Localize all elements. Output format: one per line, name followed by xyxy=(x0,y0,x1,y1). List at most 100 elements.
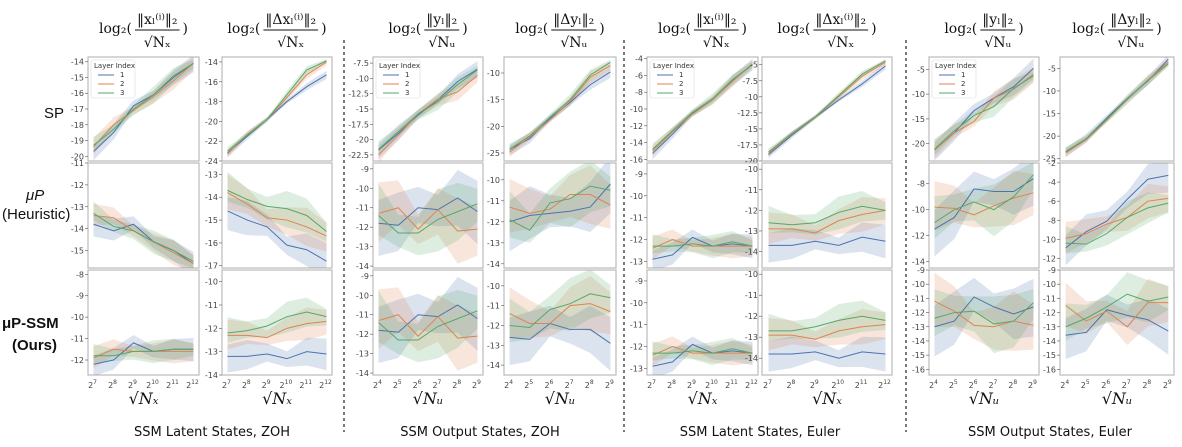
confidence-band-layer-1 xyxy=(227,337,327,373)
series-line-layer-1 xyxy=(934,296,1034,328)
title-numerator: ‖Δxₗ⁽ⁱ⁾‖₂ xyxy=(265,12,316,28)
series-line-layer-2 xyxy=(509,303,611,324)
x-tick-exponent: 6 xyxy=(550,379,554,386)
y-tick-label: -10 xyxy=(356,184,369,193)
series-line-layer-1 xyxy=(509,183,611,223)
series-line-layer-3 xyxy=(378,203,478,234)
y-tick-label: -13 xyxy=(1043,323,1056,332)
confidence-band-layer-1 xyxy=(1065,163,1169,266)
y-tick-label: -8 xyxy=(1048,216,1056,225)
x-tick-label: 24 xyxy=(929,379,938,390)
confidence-band-layer-1 xyxy=(93,57,194,161)
series-line-layer-3 xyxy=(934,75,1034,150)
x-tick-label: 24 xyxy=(504,379,513,390)
x-tick-label: 26 xyxy=(969,379,978,390)
confidence-band-layer-1 xyxy=(768,62,886,159)
legend-entry: 3 xyxy=(679,89,683,97)
x-tick-label: 211 xyxy=(725,379,738,390)
series-line-layer-3 xyxy=(768,315,886,332)
x-tick-exponent: 8 xyxy=(792,379,796,386)
plot-frame xyxy=(87,162,200,269)
x-tick-label: 29 xyxy=(1028,379,1037,390)
y-tick-label: -12 xyxy=(912,232,925,241)
series-line-layer-3 xyxy=(1065,202,1169,245)
y-tick-label: -9 xyxy=(361,165,369,174)
series-line-layer-3 xyxy=(652,64,753,150)
subplot: -8 -10 -12 -14 xyxy=(912,162,1040,269)
series-line-layer-2 xyxy=(378,314,478,339)
x-tick-label: 28 xyxy=(1008,379,1017,390)
y-tick-label: -14 xyxy=(71,225,84,234)
y-tick-label: -10 xyxy=(912,90,925,99)
confidence-band-layer-1 xyxy=(378,170,478,256)
series-line-layer-3 xyxy=(93,62,194,146)
plot-area xyxy=(934,58,1034,161)
series-line-layer-3 xyxy=(509,61,611,150)
x-tick-exponent: 7 xyxy=(1127,379,1131,386)
legend-entry: 1 xyxy=(679,71,683,79)
y-tick-label: -12 xyxy=(71,181,84,190)
title-denominator: √Nᵤ xyxy=(984,35,1011,51)
x-tick-label: 25 xyxy=(949,379,958,390)
x-tick-label: 211 xyxy=(166,379,179,390)
subplot: -9 -10 -11 -12 -13 -14 xyxy=(356,162,484,271)
title-numerator: ‖yₗ‖₂ xyxy=(982,12,1013,28)
confidence-band-layer-1 xyxy=(934,58,1034,161)
y-tick-label: -10 xyxy=(1043,280,1056,289)
y-tick-label: -16 xyxy=(205,78,218,87)
title-numerator: ‖Δxₗ⁽ⁱ⁾‖₂ xyxy=(815,12,866,28)
series-line-layer-1 xyxy=(227,351,327,360)
x-tick-exponent: 11 xyxy=(304,379,312,386)
series-line-layer-3 xyxy=(93,348,194,357)
y-tick-label: -9 xyxy=(635,277,643,286)
x-tick-exponent: 5 xyxy=(398,379,402,386)
confidence-band-layer-2 xyxy=(768,197,886,244)
title-denominator: √Nₓ xyxy=(277,35,304,51)
y-tick-label: -7.5 xyxy=(742,77,758,86)
plot-frame xyxy=(221,162,333,269)
x-tick-exponent: 6 xyxy=(418,379,422,386)
y-tick-label: -14 xyxy=(487,361,500,370)
series-line-layer-1 xyxy=(768,351,886,359)
x-tick-exponent: 10 xyxy=(151,379,159,386)
series-line-layer-3 xyxy=(768,60,886,153)
series-line-layer-2 xyxy=(1065,302,1169,328)
y-tick-label: -11 xyxy=(745,186,758,195)
plot-area xyxy=(509,270,611,371)
series-line-layer-3 xyxy=(227,60,327,152)
y-tick-label: -5 xyxy=(917,65,925,74)
legend-entry: 3 xyxy=(405,89,409,97)
x-tick-label: 29 xyxy=(1163,379,1172,390)
x-tick-label: 27 xyxy=(763,379,772,390)
x-tick-label: 210 xyxy=(831,379,844,390)
y-tick-label: -9 xyxy=(917,266,925,275)
confidence-band-layer-3 xyxy=(768,300,886,342)
confidence-band-layer-2 xyxy=(1065,278,1169,346)
y-tick-label: -12 xyxy=(487,321,500,330)
x-tick-exponent: 9 xyxy=(1033,379,1037,386)
y-tick-label: -14 xyxy=(205,193,218,202)
title-suffix: ) xyxy=(183,21,188,37)
title-numerator: ‖Δyₗ‖₂ xyxy=(1110,12,1151,28)
column-title: ‖Δxₗ⁽ⁱ⁾‖₂ √Nₓ log₂() xyxy=(777,12,876,51)
title-suffix: ) xyxy=(462,21,467,37)
y-tick-label: -13 xyxy=(630,257,643,266)
x-tick-label: 27 xyxy=(1122,379,1131,390)
confidence-band-layer-2 xyxy=(227,174,327,252)
legend-entry: 2 xyxy=(961,80,965,88)
confidence-band-layer-2 xyxy=(768,59,886,157)
y-tick-label: -17.5 xyxy=(348,120,369,129)
confidence-band-layer-1 xyxy=(509,305,611,371)
x-tick-label: 212 xyxy=(745,379,758,390)
y-tick-label: -13 xyxy=(912,323,925,332)
y-tick-label: -10 xyxy=(356,291,369,300)
y-tick-label: -9 xyxy=(361,272,369,281)
series-line-layer-3 xyxy=(1065,293,1169,328)
y-tick-label: -13 xyxy=(356,243,369,252)
legend-box xyxy=(90,59,136,99)
y-tick-label: -12 xyxy=(356,330,369,339)
x-tick-label: 210 xyxy=(705,379,718,390)
x-tick-label: 29 xyxy=(472,379,481,390)
series-line-layer-3 xyxy=(509,293,611,328)
